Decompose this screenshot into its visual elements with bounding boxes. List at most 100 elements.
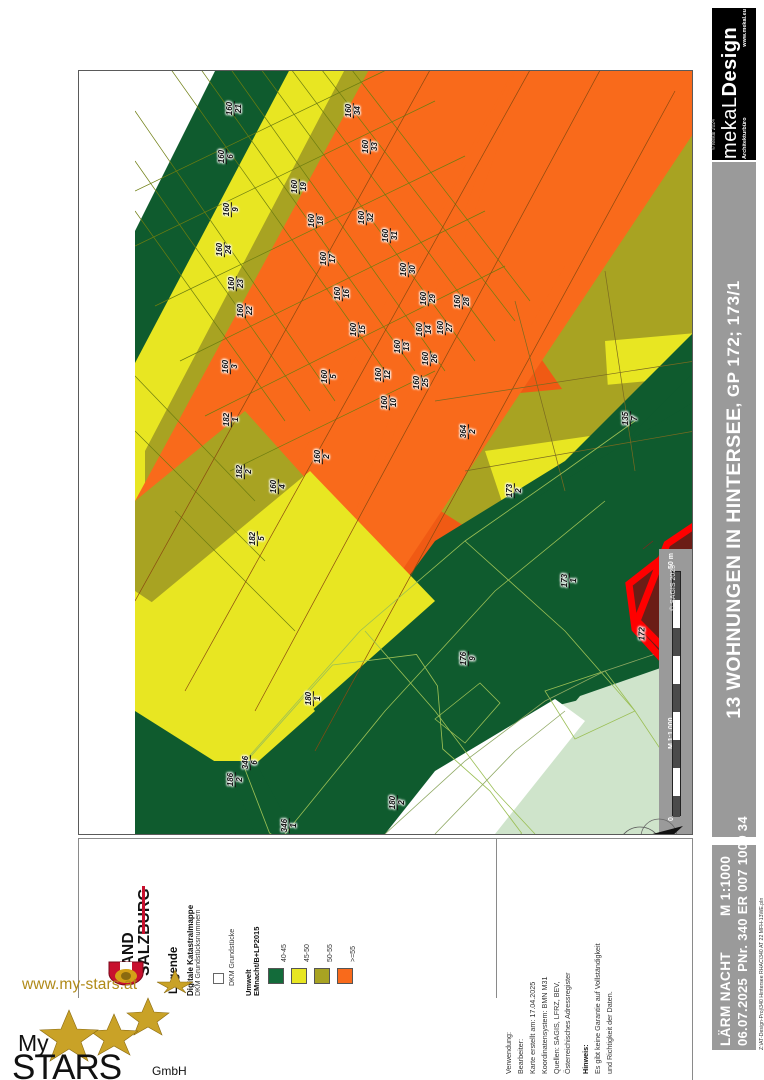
parcel-label: 160 4: [269, 478, 288, 495]
mystars-url[interactable]: www.my-stars.at: [22, 976, 138, 993]
parcel-sub: 2: [244, 469, 254, 474]
star-icon-1: [156, 969, 194, 994]
mystars-branding: www.my-stars.at My STARS GmbH: [0, 968, 200, 1080]
map-canvas[interactable]: 160 21 160 6 160 9 160 24 160 23 160 22 160 3 182 1 182 2…: [135, 71, 692, 834]
parcel-label: 160 10: [380, 394, 399, 411]
mekal-logo-block: mekaLDesign Architekturbüro www.mekal.eu: [712, 8, 756, 160]
parcel-label: 160 2: [313, 448, 332, 465]
note-line-3: Koordinatensystem: BMN M31: [539, 976, 549, 1074]
legend: Legende Digitale Katastralmappe DKM Grun…: [164, 846, 394, 1076]
parcel-label: 160 25: [412, 374, 431, 391]
parcel-sub: 13: [402, 342, 412, 352]
parcel-sub: 1: [231, 417, 241, 422]
parcel-sub: 9: [468, 656, 478, 661]
parcel-sub: 16: [342, 289, 352, 299]
parcel-label: 160 29: [419, 290, 438, 307]
map-attribution: © SAGIS 2025: [670, 564, 677, 611]
parcel-label: 186 2: [226, 771, 245, 788]
north-arrow: N: [640, 818, 683, 834]
parcel-sub: 2: [397, 800, 407, 805]
salzburg-crest-icon: [108, 961, 144, 986]
parcel-label: 160 30: [399, 261, 418, 278]
parcel-label: 160 16: [333, 285, 352, 302]
parcel-label: 160 17: [319, 250, 338, 267]
parcel-label: 160 9: [222, 201, 241, 218]
map-frame: RW: 445223/ HW: 288066 RW: 445012/ HW: 2…: [78, 70, 693, 835]
parcel-sub: 9: [231, 207, 241, 212]
parcel-sub: 19: [299, 182, 309, 192]
parcel-sub: 5: [329, 374, 339, 379]
parcel-label: 180 2: [388, 794, 407, 811]
parcel-sub: 10: [389, 398, 399, 408]
parcel-label: 364 2: [459, 423, 478, 440]
title-block: LANDSALZBURG Legende Digitale Katastralm…: [78, 838, 693, 1080]
parcel-sub: 25: [421, 378, 431, 388]
parcel-sub: 5: [257, 536, 267, 541]
parcel-sub: 21: [234, 104, 244, 114]
mystars-suffix: GmbH: [152, 1064, 187, 1078]
parcel-sub: 2: [468, 429, 478, 434]
parcel-label: 182 5: [248, 530, 267, 547]
note-line-5: Österreichisches Adressregister: [563, 972, 573, 1074]
parcel-sub: 2: [235, 777, 245, 782]
parcel-label: 160 6: [217, 148, 236, 165]
parcel-label: 346 6: [241, 754, 260, 771]
right-sidebar: mekaLDesign Architekturbüro www.mekal.eu…: [705, 0, 764, 1080]
legend-label-4045: 40-45: [281, 944, 288, 962]
parcel-label: 160 14: [415, 321, 434, 338]
notes-hint-label: Hinweis:: [581, 1044, 591, 1074]
parcel-label: 182 1: [222, 411, 241, 428]
parcel-sub: 28: [462, 297, 472, 307]
star-icon-4: [39, 1009, 99, 1062]
project-title: 13 WOHNUNGEN IN HINTERSEE: [722, 407, 745, 719]
parcel-sub: 14: [424, 325, 434, 335]
parcel-label: 160 3: [221, 358, 240, 375]
parcel-sub: 1: [289, 823, 299, 828]
parcel-label: 346 1: [280, 817, 299, 834]
plan-info-panel: LÄRM NACHT M 1:1000 06.07.2025 PNr. 340 …: [712, 816, 756, 1050]
parcel-label: 160 34: [344, 102, 363, 119]
parcel-label: 160 19: [290, 178, 309, 195]
parcel-label: 160 12: [374, 366, 393, 383]
legend-swatch-parcels: [213, 973, 224, 984]
parcel-label: 173 1: [560, 572, 579, 589]
parcel-sub: 6: [250, 760, 260, 765]
parcel-label: 160 5: [320, 368, 339, 385]
legend-noise-sub: EMnacht/B+LP2015: [252, 926, 261, 996]
parcel-label: 160 23: [227, 275, 246, 292]
file-path-label: Z:\AT-Design-Proj\340 Hintersee RHAC\340…: [759, 897, 764, 1050]
parcel-sub: 26: [430, 354, 440, 364]
parcel-label: 160 18: [307, 212, 326, 229]
parcel-sub: 1: [569, 578, 579, 583]
mekal-office: Architekturbüro: [742, 117, 748, 159]
parcel-sub: 29: [428, 294, 438, 304]
parcel-label: 160 15: [349, 321, 368, 338]
scale-bar: [672, 571, 681, 817]
parcel-sub: 30: [408, 265, 418, 275]
parcel-label: 180 1: [304, 690, 323, 707]
legend-label-5055: 50-55: [327, 944, 334, 962]
parcel-sub: 31: [390, 231, 400, 241]
scale-bar-strip: 50 m M 1:1.000 0 © SAGIS 2025: [659, 549, 692, 834]
note-line-0: Verwendung:: [504, 1032, 513, 1074]
note-line-2: Karte erstellt am: 17.04.2025: [527, 981, 537, 1074]
legend-swatch-4045: [268, 968, 284, 984]
parcel-sub: 1: [313, 696, 323, 701]
parcel-sub: 2: [322, 454, 332, 459]
parcel-sub: 3: [230, 364, 240, 369]
parcel-label: 160 24: [215, 241, 234, 258]
plan-number: PNr. 340 ER 007 1000 34: [735, 816, 750, 972]
parcel-label: 160 32: [357, 209, 376, 226]
legend-label-55: >=55: [350, 946, 357, 962]
parcel-sub: 34: [353, 106, 363, 116]
land-salzburg-logo: LANDSALZBURG: [93, 856, 153, 991]
mystars-name-stars: STARS: [12, 1048, 122, 1080]
note-line-1: Bearbeiter:: [515, 1038, 525, 1074]
mekal-website[interactable]: www.mekal.eu: [742, 9, 748, 47]
plan-type: LÄRM NACHT: [718, 952, 733, 1046]
parcel-label: 160 31: [381, 227, 400, 244]
parcel-label: 160 22: [236, 302, 255, 319]
notes-text: Verwendung: Bearbeiter: Karte erstellt a…: [503, 846, 616, 1074]
legend-cadastre-item: DKM Grundstücke: [229, 928, 236, 986]
